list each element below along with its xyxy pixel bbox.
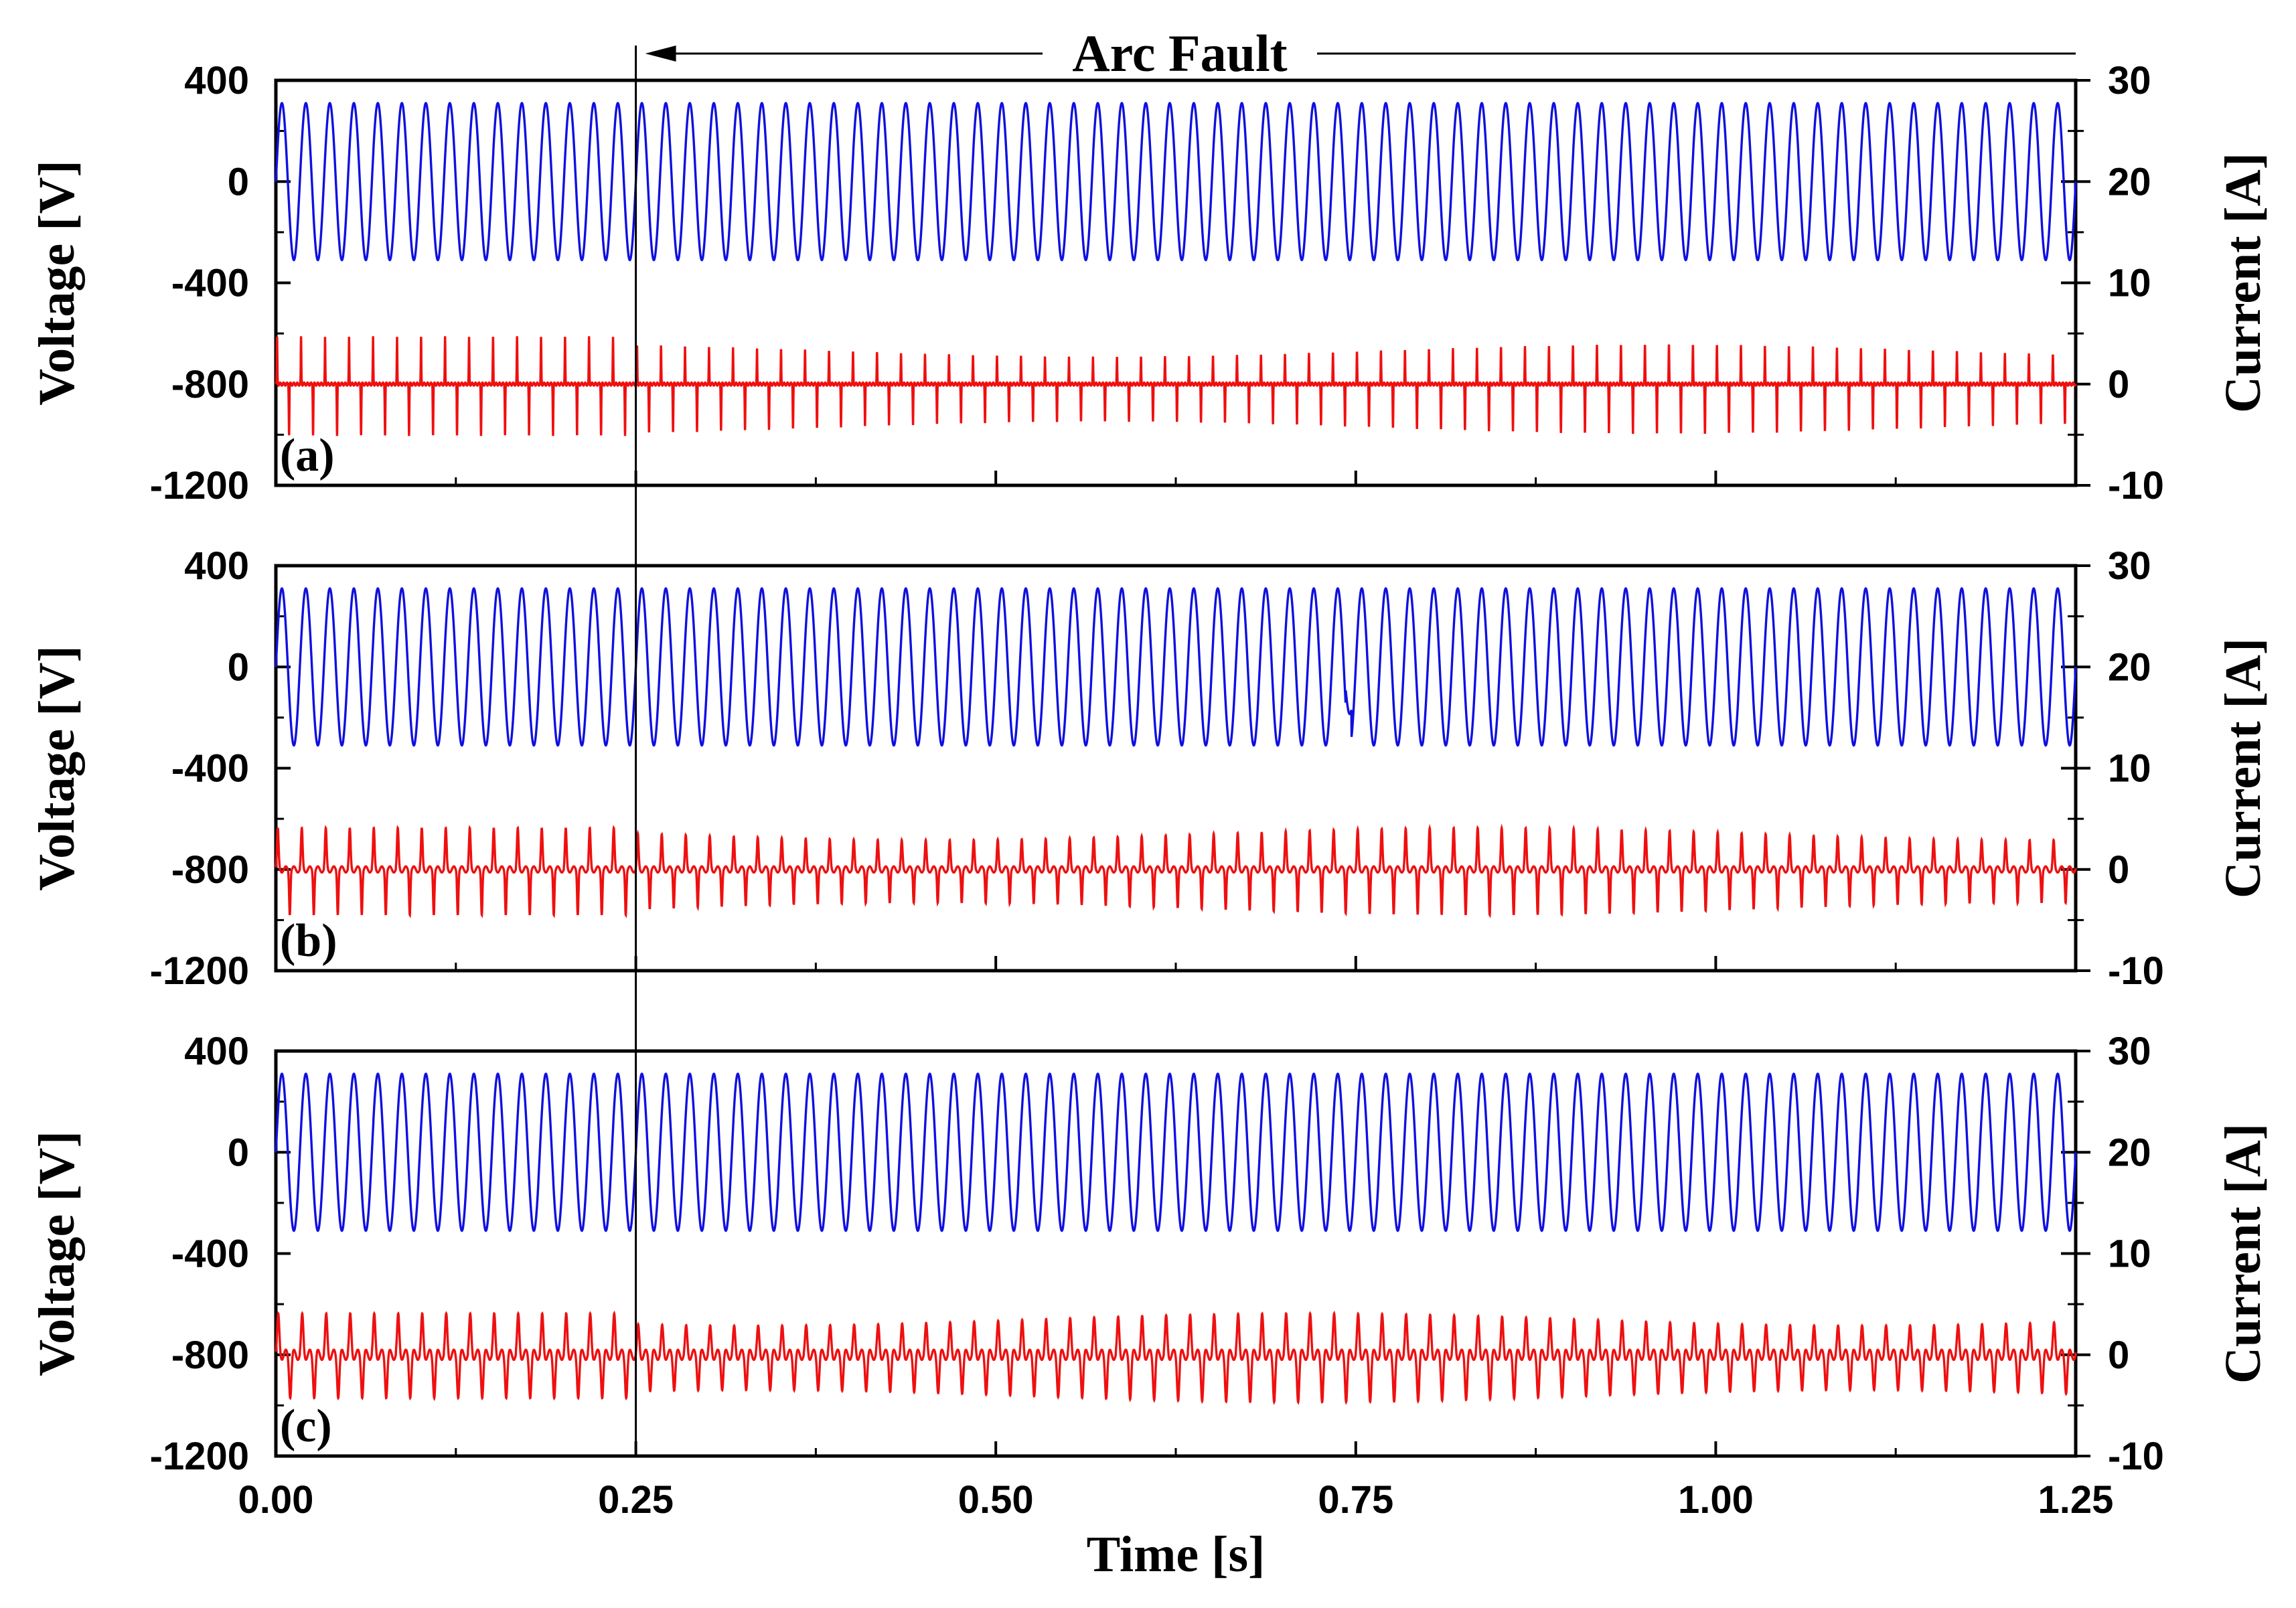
- left-axis-title: Voltage [V]: [29, 645, 85, 891]
- current-series: [275, 823, 2077, 918]
- x-axis: 0.00 0.25 0.50 0.75 1.00 1.25: [238, 1478, 2114, 1522]
- left-axis-title: Voltage [V]: [29, 1131, 85, 1376]
- right-tick-label: 10: [2108, 1232, 2151, 1276]
- right-tick-label: 0: [2108, 1334, 2129, 1377]
- left-tick-label: 400: [184, 59, 249, 102]
- x-tick-label: 0.50: [958, 1478, 1034, 1522]
- left-tick-label: -400: [171, 747, 249, 791]
- right-tick-label: 0: [2108, 848, 2129, 892]
- panels-layer: 400 0 -400 -800 -1200 30 20 10 0 -10 Voltage [V] Cu…: [29, 59, 2271, 1478]
- right-tick-label: 30: [2108, 544, 2151, 588]
- panel-label: (a): [280, 430, 335, 481]
- panel-2: 400 0 -400 -800 -1200 30 20 10 0 -10 Voltage [V] Cu…: [29, 544, 2271, 993]
- left-tick-label: -800: [171, 848, 249, 892]
- panel-frame: [274, 78, 2078, 487]
- panel-1: 400 0 -400 -800 -1200 30 20 10 0 -10 Voltage [V] Cu…: [29, 59, 2271, 507]
- right-tick-label: 30: [2108, 1030, 2151, 1073]
- right-tick-label: -10: [2108, 949, 2164, 993]
- right-tick-label: -10: [2108, 1435, 2164, 1478]
- right-tick-label: 30: [2108, 59, 2151, 102]
- voltage-series: [275, 101, 2077, 262]
- x-tick-label: 1.00: [1678, 1478, 1754, 1522]
- left-tick-label: 0: [228, 1131, 249, 1174]
- right-tick-label: 10: [2108, 262, 2151, 305]
- left-tick-label: -800: [171, 363, 249, 406]
- right-axis-title: Current [A]: [2215, 638, 2271, 898]
- x-tick-label: 1.25: [2038, 1478, 2114, 1522]
- left-tick-label: 0: [228, 160, 249, 204]
- right-tick-label: 10: [2108, 747, 2151, 791]
- x-tick-label: 0.25: [598, 1478, 674, 1522]
- arc-fault-annotation: Arc Fault: [635, 24, 2076, 1456]
- left-axis-title: Voltage [V]: [29, 160, 85, 406]
- left-tick-label: -800: [171, 1334, 249, 1377]
- x-tick-label: 0.00: [238, 1478, 314, 1522]
- x-tick-label: 0.75: [1318, 1478, 1393, 1522]
- current-series: [275, 336, 2077, 436]
- voltage-series: [275, 586, 2077, 747]
- right-tick-label: 20: [2108, 160, 2151, 204]
- right-tick-label: 20: [2108, 1131, 2151, 1174]
- right-tick-label: 20: [2108, 645, 2151, 689]
- left-tick-label: -400: [171, 262, 249, 305]
- arc-fault-arrowhead: [645, 46, 676, 62]
- x-axis-title: Time [s]: [1087, 1526, 1266, 1583]
- panel-label: (c): [280, 1400, 332, 1452]
- panel-frame: [274, 1049, 2078, 1458]
- left-tick-label: -1200: [150, 949, 249, 993]
- right-axis-title: Current [A]: [2215, 1123, 2271, 1384]
- current-series: [275, 1310, 2077, 1405]
- panel-3: 400 0 -400 -800 -1200 30 20 10 0 -10 Voltage [V] Cu…: [29, 1030, 2271, 1478]
- right-axis-title: Current [A]: [2215, 153, 2271, 413]
- left-tick-label: -400: [171, 1232, 249, 1276]
- left-tick-label: 400: [184, 544, 249, 588]
- voltage-series: [275, 1072, 2077, 1232]
- right-tick-label: 0: [2108, 363, 2129, 406]
- right-tick-label: -10: [2108, 464, 2164, 507]
- left-tick-label: -1200: [150, 1435, 249, 1478]
- panel-frame: [274, 564, 2078, 973]
- left-tick-label: 400: [184, 1030, 249, 1073]
- left-tick-label: -1200: [150, 464, 249, 507]
- arc-fault-label: Arc Fault: [1072, 24, 1287, 82]
- left-tick-label: 0: [228, 645, 249, 689]
- panel-label: (b): [280, 915, 337, 967]
